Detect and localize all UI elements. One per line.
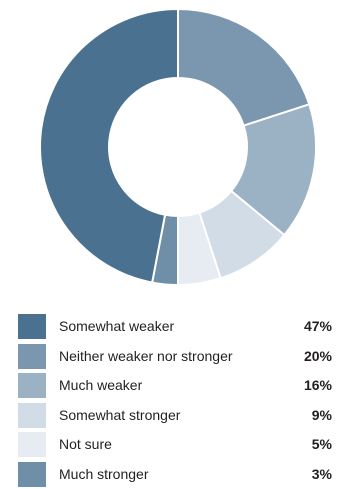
donut-slice-neither-weaker-nor-stronger xyxy=(177,7,311,127)
legend-swatch xyxy=(18,432,46,458)
legend-label: Neither weaker nor stronger xyxy=(59,347,233,364)
legend-label: Somewhat stronger xyxy=(59,406,181,423)
legend-swatch xyxy=(18,461,46,487)
legend-item: Much weaker 16% xyxy=(18,370,336,400)
donut-slice-somewhat-weaker xyxy=(39,7,179,284)
legend-value: 47% xyxy=(303,318,332,334)
legend-label: Somewhat weaker xyxy=(59,318,175,334)
legend-swatch xyxy=(18,343,46,369)
legend-value: 16% xyxy=(303,377,332,394)
legend-label: Much weaker xyxy=(59,377,143,394)
legend-swatch xyxy=(18,314,46,339)
legend-value: 20% xyxy=(303,347,332,364)
legend-label: Not sure xyxy=(59,436,112,453)
legend-swatch xyxy=(18,373,46,399)
legend-swatch xyxy=(18,402,46,428)
legend-item: Somewhat weaker 47% xyxy=(18,311,336,341)
chart-legend: Somewhat weaker 47% Neither weaker nor str… xyxy=(18,311,336,489)
legend-item: Neither weaker nor stronger 20% xyxy=(18,341,336,371)
donut-chart xyxy=(39,7,317,287)
legend-item: Somewhat stronger 9% xyxy=(18,400,336,430)
legend-value: 9% xyxy=(311,406,332,423)
legend-label: Much stronger xyxy=(59,465,149,482)
legend-item: Not sure 5% xyxy=(18,429,336,459)
legend-item: Much stronger 3% xyxy=(18,459,336,489)
legend-value: 5% xyxy=(311,436,332,453)
legend-value: 3% xyxy=(311,465,332,482)
